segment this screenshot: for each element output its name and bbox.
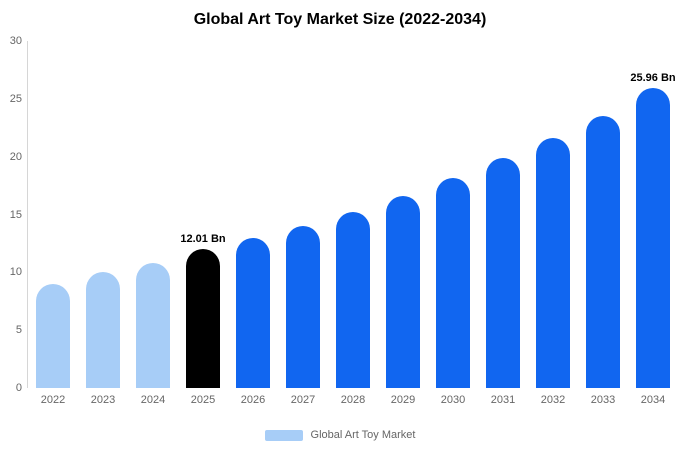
x-tick-label: 2024 [140,394,166,406]
y-tick-label: 15 [9,208,22,221]
legend-swatch [264,429,303,441]
x-tick-label: 2027 [290,394,316,406]
bar-column: 2033 [578,41,628,406]
legend: Global Art Toy Market [0,429,680,441]
chart-title: Global Art Toy Market Size (2022-2034) [193,11,487,28]
bar [236,238,270,388]
x-tick-label: 2025 [190,394,216,406]
x-tick-label: 2031 [490,394,516,406]
x-tick-label: 2023 [90,394,116,406]
bar-column: 2027 [278,41,328,406]
x-tick-label: 2028 [340,394,366,406]
bar [86,272,120,388]
x-tick-label: 2030 [440,394,466,406]
legend-label: Global Art Toy Market [310,429,416,441]
bar [636,87,670,388]
bar [436,178,470,388]
bar [286,226,320,388]
bar-column: 2024 [128,41,178,406]
y-tick-label: 10 [9,266,22,279]
bar [186,249,220,388]
bar-column: 2030 [428,41,478,406]
bar [136,263,170,388]
bar-column: 2022 [28,41,78,406]
x-tick-label: 2022 [40,394,66,406]
bar-column: 2026 [228,41,278,406]
x-tick-label: 2033 [590,394,616,406]
x-tick-label: 2026 [240,394,266,406]
plot-area: 2022 2023 2024 12.01 Bn 2025 2026 2027 2028 2029… [28,41,678,413]
bar-column: 2029 [378,41,428,406]
bar-value-label: 25.96 Bn [630,71,676,84]
y-tick-label: 30 [9,35,22,47]
bar [336,212,370,388]
bar-column: 12.01 Bn 2025 [178,41,228,406]
bar-column: 2023 [78,41,128,406]
x-tick-label: 2034 [640,394,666,406]
y-axis-line [27,41,28,388]
bar-column: 25.96 Bn 2034 [628,41,678,406]
bar-column: 2031 [478,41,528,406]
bar-column: 2028 [328,41,378,406]
bar [586,115,620,388]
y-tick-label: 0 [15,382,22,394]
x-tick-label: 2029 [390,394,416,406]
bar [486,157,520,388]
x-tick-label: 2032 [540,394,566,406]
bar [386,196,420,388]
y-axis: 0 5 10 15 20 25 30 [0,35,24,394]
bar-column: 2032 [528,41,578,406]
bar-value-label: 12.01 Bn [180,233,226,246]
bar [36,283,70,388]
y-tick-label: 20 [9,150,22,163]
y-tick-label: 5 [15,324,22,337]
y-tick-label: 25 [9,92,22,105]
bar [536,137,570,388]
